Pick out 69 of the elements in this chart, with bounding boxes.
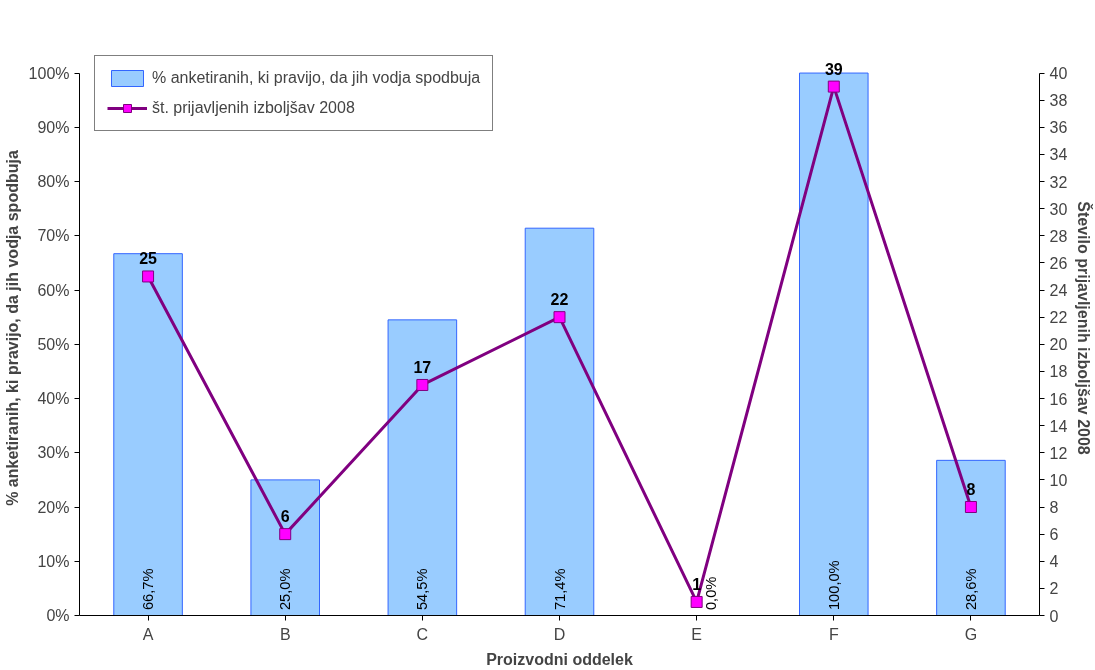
legend-label: % anketiranih, ki pravijo, da jih vodja spodbuja — [152, 69, 481, 87]
y2-tick-label: 30 — [1049, 200, 1068, 218]
x-tick-label: F — [828, 625, 839, 643]
point — [964, 501, 977, 514]
data-label: 100,0% — [825, 560, 842, 611]
y2-tick-label: 14 — [1049, 417, 1068, 435]
data-label: 8 — [966, 481, 976, 499]
data-label: 71,4% — [551, 568, 568, 611]
data-label: 25,0% — [277, 568, 294, 611]
y2-tick-label: 24 — [1049, 282, 1068, 300]
x-tick-label: B — [279, 625, 291, 643]
data-label: 17 — [413, 358, 432, 376]
point — [827, 80, 840, 93]
y-tick-label: 60% — [37, 281, 70, 299]
y2-tick-label: 10 — [1049, 471, 1068, 489]
bar — [387, 319, 458, 616]
data-label: 25 — [139, 250, 158, 268]
y2-tick-label: 28 — [1049, 227, 1068, 245]
bar — [936, 459, 1006, 616]
x-tick-label: C — [416, 625, 429, 643]
y-tick-label: 40% — [37, 390, 70, 408]
y-tick-label: 90% — [37, 118, 70, 136]
data-label: 1 — [692, 575, 702, 593]
point — [416, 378, 429, 391]
y-tick-label: 100% — [28, 64, 70, 82]
y-tick-label: 80% — [37, 173, 70, 191]
y-tick-label: 50% — [37, 335, 70, 353]
data-label: 6 — [280, 508, 290, 526]
y2-tick-label: 32 — [1049, 173, 1068, 191]
y-axis-title: % anketiranih, ki pravijo, da jih vodja spodbuja — [3, 150, 21, 506]
y2-tick-label: 38 — [1049, 92, 1068, 110]
data-label: 28,6% — [962, 568, 979, 611]
bar — [250, 479, 320, 616]
x-tick-label: G — [964, 625, 978, 643]
y2-tick-label: 2 — [1049, 580, 1059, 598]
y2-axis-title: Število prijavljenih izboljšav 2008 — [1075, 201, 1094, 455]
y-tick-label: 30% — [37, 444, 70, 462]
data-label: 22 — [550, 291, 569, 309]
point — [690, 595, 703, 608]
y2-tick-label: 4 — [1049, 553, 1059, 571]
bar — [113, 253, 183, 616]
y2-tick-label: 20 — [1049, 336, 1068, 354]
y-tick-label: 20% — [37, 498, 70, 516]
y2-tick-label: 16 — [1049, 390, 1068, 408]
y2-tick-label: 36 — [1049, 119, 1068, 137]
data-label: 66,7% — [140, 568, 157, 611]
y2-tick-label: 34 — [1049, 146, 1068, 164]
x-tick-label: A — [142, 625, 154, 643]
y2-tick-label: 6 — [1049, 526, 1059, 544]
y2-tick-label: 18 — [1049, 363, 1068, 381]
point — [553, 311, 566, 324]
bar — [524, 227, 595, 616]
y-tick-label: 0% — [46, 607, 70, 624]
legend-label: št. prijavljenih izboljšav 2008 — [152, 99, 355, 117]
y2-tick-label: 40 — [1049, 65, 1068, 83]
y2-tick-label: 8 — [1049, 499, 1059, 517]
data-label: 0,0% — [702, 576, 719, 611]
point — [279, 528, 292, 541]
y2-tick-label: 0 — [1049, 607, 1059, 625]
x-tick-label: E — [691, 625, 702, 643]
y2-tick-label: 12 — [1049, 444, 1068, 462]
point — [142, 270, 155, 283]
y-tick-label: 70% — [37, 227, 70, 245]
y2-tick-label: 26 — [1049, 254, 1068, 272]
x-axis-title: Proizvodni oddelek — [486, 650, 633, 668]
x-tick-label: D — [553, 625, 566, 643]
y-tick-label: 10% — [37, 552, 70, 570]
data-label: 54,5% — [414, 568, 431, 611]
y2-tick-label: 22 — [1049, 309, 1068, 327]
